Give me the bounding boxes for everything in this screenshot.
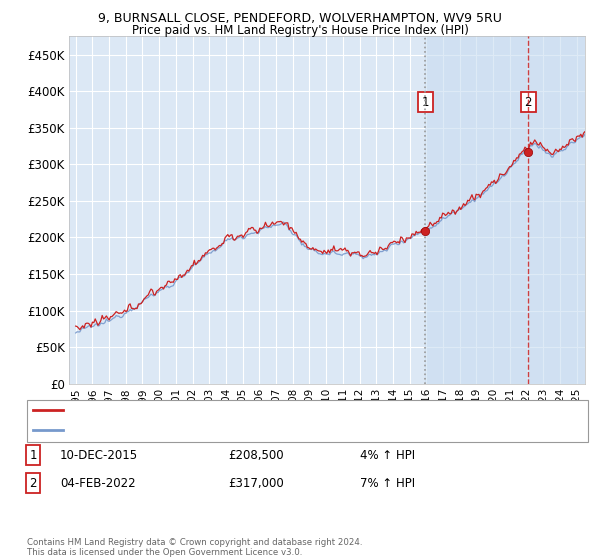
Text: 2: 2 [29, 477, 37, 490]
Text: Contains HM Land Registry data © Crown copyright and database right 2024.
This d: Contains HM Land Registry data © Crown c… [27, 538, 362, 557]
Text: 10-DEC-2015: 10-DEC-2015 [60, 449, 138, 462]
Text: 9, BURNSALL CLOSE, PENDEFORD, WOLVERHAMPTON, WV9 5RU (detached house): 9, BURNSALL CLOSE, PENDEFORD, WOLVERHAMP… [69, 405, 498, 416]
Bar [425, 36, 585, 384]
Text: 4% ↑ HPI: 4% ↑ HPI [360, 449, 415, 462]
Text: Price paid vs. HM Land Registry's House Price Index (HPI): Price paid vs. HM Land Registry's House … [131, 24, 469, 36]
Text: 2: 2 [524, 96, 532, 109]
Text: £317,000: £317,000 [228, 477, 284, 490]
Text: 1: 1 [422, 96, 429, 109]
Text: 04-FEB-2022: 04-FEB-2022 [60, 477, 136, 490]
Text: 7% ↑ HPI: 7% ↑ HPI [360, 477, 415, 490]
Text: HPI: Average price, detached house, Wolverhampton: HPI: Average price, detached house, Wolv… [69, 425, 344, 435]
Text: £208,500: £208,500 [228, 449, 284, 462]
Text: 1: 1 [29, 449, 37, 462]
Text: 9, BURNSALL CLOSE, PENDEFORD, WOLVERHAMPTON, WV9 5RU: 9, BURNSALL CLOSE, PENDEFORD, WOLVERHAMP… [98, 12, 502, 25]
